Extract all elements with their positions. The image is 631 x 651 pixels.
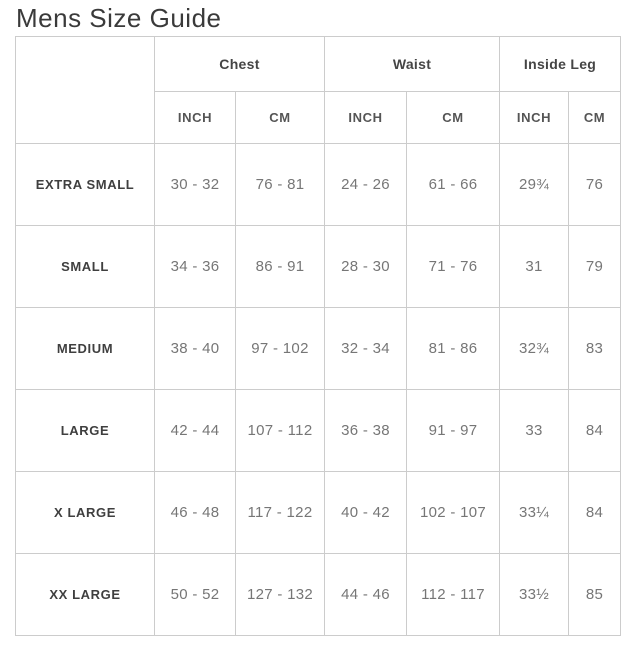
table-cell-waist-inch: 28 - 30: [324, 225, 407, 308]
table-cell-chest-inch: 34 - 36: [154, 225, 236, 308]
size-label: XX LARGE: [15, 553, 155, 636]
size-label: LARGE: [15, 389, 155, 472]
table-cell-inside-leg-cm: 83: [568, 307, 622, 390]
table-cell-chest-inch: 50 - 52: [154, 553, 236, 636]
table-cell-chest-cm: 97 - 102: [235, 307, 325, 390]
group-header-inside-leg: Inside Leg: [499, 36, 622, 92]
table-cell-chest-inch: 30 - 32: [154, 143, 236, 226]
page-title: Mens Size Guide: [16, 3, 222, 33]
table-cell-waist-cm: 61 - 66: [405, 143, 501, 226]
table-cell-waist-cm: 81 - 86: [405, 307, 501, 390]
table-cell-waist-inch: 40 - 42: [324, 471, 407, 554]
table-cell-waist-cm: 102 - 107: [405, 471, 501, 554]
table-cell-waist-inch: 24 - 26: [324, 143, 407, 226]
size-label: EXTRA SMALL: [15, 143, 155, 226]
group-header-row: Chest Waist Inside Leg: [15, 36, 622, 144]
group-header-waist: Waist: [323, 36, 501, 92]
table-cell-chest-cm: 127 - 132: [235, 553, 325, 636]
table-cell-chest-inch: 38 - 40: [154, 307, 236, 390]
table-row-medium: MEDIUM 38 - 40 97 - 102 32 - 34 81 - 86 …: [15, 307, 622, 390]
table-cell-waist-inch: 36 - 38: [324, 389, 407, 472]
table-cell-inside-leg-inch: 29¾: [499, 143, 570, 226]
table-cell-waist-inch: 32 - 34: [324, 307, 407, 390]
table-cell-chest-cm: 117 - 122: [235, 471, 325, 554]
corner-cell: [15, 36, 155, 144]
table-cell-waist-cm: 112 - 117: [405, 553, 501, 636]
unit-header-chest-inch: INCH: [154, 91, 236, 144]
unit-header-chest-cm: CM: [235, 91, 325, 144]
table-cell-inside-leg-cm: 85: [568, 553, 622, 636]
table-cell-waist-inch: 44 - 46: [324, 553, 407, 636]
table-cell-chest-cm: 86 - 91: [235, 225, 325, 308]
table-cell-inside-leg-cm: 76: [568, 143, 622, 226]
unit-header-inside-leg-inch: INCH: [499, 91, 570, 144]
table-cell-waist-cm: 91 - 97: [405, 389, 501, 472]
table-cell-chest-cm: 107 - 112: [235, 389, 325, 472]
table-cell-inside-leg-inch: 33¼: [499, 471, 570, 554]
table-row-small: SMALL 34 - 36 86 - 91 28 - 30 71 - 76 31…: [15, 225, 622, 308]
table-row-x-large: X LARGE 46 - 48 117 - 122 40 - 42 102 - …: [15, 471, 622, 554]
size-label: SMALL: [15, 225, 155, 308]
unit-header-row: INCH CM INCH CM INCH CM: [16, 91, 622, 144]
group-header-chest: Chest: [154, 36, 325, 92]
table-cell-waist-cm: 71 - 76: [405, 225, 501, 308]
table-cell-chest-inch: 46 - 48: [154, 471, 236, 554]
table-cell-chest-inch: 42 - 44: [154, 389, 236, 472]
unit-header-waist-cm: CM: [405, 91, 501, 144]
unit-header-waist-inch: INCH: [324, 91, 407, 144]
table-cell-inside-leg-cm: 84: [568, 389, 622, 472]
table-cell-chest-cm: 76 - 81: [235, 143, 325, 226]
size-label: MEDIUM: [15, 307, 155, 390]
unit-header-inside-leg-cm: CM: [568, 91, 622, 144]
table-row-extra-small: EXTRA SMALL 30 - 32 76 - 81 24 - 26 61 -…: [15, 143, 622, 226]
table-cell-inside-leg-inch: 33½: [499, 553, 570, 636]
table-cell-inside-leg-cm: 84: [568, 471, 622, 554]
size-label: X LARGE: [15, 471, 155, 554]
table-cell-inside-leg-inch: 33: [499, 389, 570, 472]
table-row-xx-large: XX LARGE 50 - 52 127 - 132 44 - 46 112 -…: [15, 553, 622, 636]
table-cell-inside-leg-cm: 79: [568, 225, 622, 308]
size-guide-table: Chest Waist Inside Leg INCH CM INCH CM I…: [15, 36, 622, 636]
table-cell-inside-leg-inch: 31: [499, 225, 570, 308]
table-cell-inside-leg-inch: 32¾: [499, 307, 570, 390]
table-row-large: LARGE 42 - 44 107 - 112 36 - 38 91 - 97 …: [15, 389, 622, 472]
